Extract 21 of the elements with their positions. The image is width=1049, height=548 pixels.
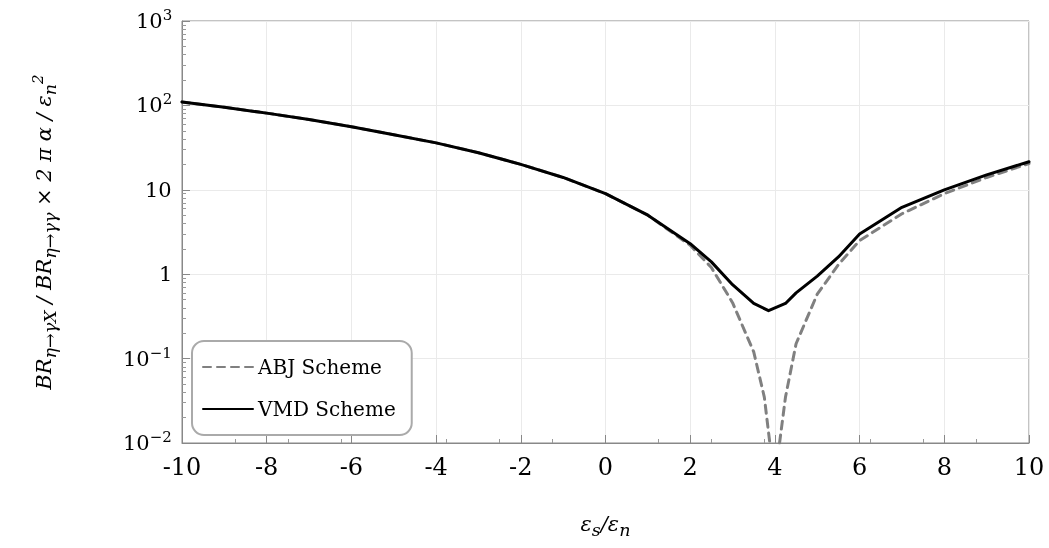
line-series (180, 100, 1031, 313)
x-tick-label: 8 (936, 453, 952, 481)
x-tick-label: 10 (1013, 453, 1045, 481)
x-axis-title: ε$_{s}$/ε$_{n}$ (580, 512, 631, 541)
x-tick-label: -6 (339, 453, 364, 481)
legend-label: ABJ Scheme (257, 355, 382, 379)
y-tick-label: 10$^{3}$ (136, 6, 173, 33)
y-tick-label: 10 (145, 177, 172, 202)
x-tick-label: -2 (509, 453, 533, 481)
legend-label: VMD Scheme (257, 397, 396, 421)
y-tick-label: 10$^{2}$ (136, 90, 173, 118)
x-tick-label: 2 (682, 453, 698, 481)
y-tick-label: 10$^{−1}$ (123, 343, 172, 371)
y-tick-label: 10$^{−2}$ (123, 428, 172, 455)
x-tick-label: 4 (767, 453, 783, 481)
x-tick-label: 6 (851, 453, 868, 481)
x-tick-label: -10 (162, 453, 202, 481)
x-tick-label: 0 (597, 453, 614, 481)
x-tick-label: -4 (424, 453, 448, 481)
y-tick-label: 1 (159, 262, 173, 287)
x-tick-label: -8 (255, 453, 279, 481)
